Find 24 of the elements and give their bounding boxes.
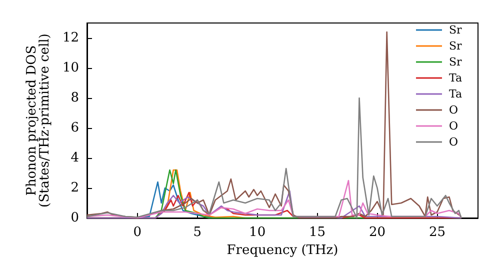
y-tick-label: 10 xyxy=(62,60,79,76)
y-tick-label: 8 xyxy=(70,90,79,106)
y-tick-label: 0 xyxy=(70,210,79,226)
x-tick-label: 15 xyxy=(309,225,326,240)
x-tick-label: 5 xyxy=(193,225,202,240)
x-tick-label: 10 xyxy=(249,225,266,240)
line-series xyxy=(86,97,462,219)
legend-label: Sr xyxy=(449,40,463,52)
x-tick-label: 0 xyxy=(133,225,142,240)
legend-label: Ta xyxy=(449,88,462,100)
y-tick-label: 4 xyxy=(70,150,79,166)
legend-label: Sr xyxy=(449,24,463,36)
x-axis-title: Frequency (THz) xyxy=(226,242,338,258)
y-tick-label: 2 xyxy=(70,180,79,196)
legend-label: O xyxy=(449,104,458,116)
legend-label: O xyxy=(449,120,458,132)
x-tick-label: 20 xyxy=(368,225,386,240)
y-tick-label: 12 xyxy=(62,30,79,46)
y-axis-title: Phonon projected DOS (States/THz·primitive cell) xyxy=(24,33,53,208)
legend-label: Ta xyxy=(449,72,462,84)
legend-label: O xyxy=(449,136,458,148)
x-tick-label: 25 xyxy=(428,225,446,240)
y-tick-label: 6 xyxy=(70,120,79,136)
legend-label: Sr xyxy=(449,56,463,68)
